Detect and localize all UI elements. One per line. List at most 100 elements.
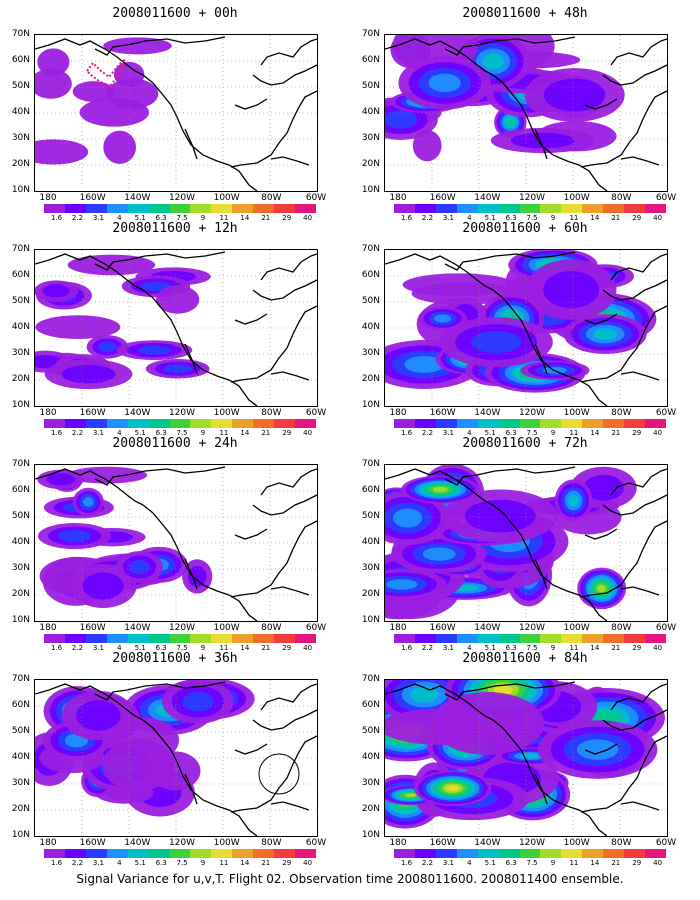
coastline xyxy=(260,468,317,496)
coastline xyxy=(610,468,667,496)
y-tick-label: 40N xyxy=(11,322,30,332)
coastline xyxy=(252,64,317,86)
panel-title: 2008011600 + 72h xyxy=(462,436,588,451)
coastline xyxy=(385,683,494,721)
panel-title: 2008011600 + 36h xyxy=(112,651,238,666)
colorbar-label: 14 xyxy=(240,859,250,867)
colorbar-label: 1.6 xyxy=(400,859,413,867)
colorbar-swatch xyxy=(561,849,583,858)
x-tick-label: 140W xyxy=(124,193,151,203)
colorbar-label: 29 xyxy=(282,859,292,867)
x-tick-label: 180 xyxy=(39,623,57,633)
colorbar-swatch xyxy=(624,849,646,858)
colorbar-swatch xyxy=(540,204,562,213)
colorbar-label: 1.6 xyxy=(400,214,413,222)
variance-blob xyxy=(433,486,448,493)
coastline xyxy=(94,681,226,701)
colorbar xyxy=(394,634,666,643)
variance-blob xyxy=(75,700,121,731)
colorbar-swatch xyxy=(232,634,254,643)
colorbar-swatch xyxy=(295,419,316,428)
coastline xyxy=(252,279,317,301)
colorbar-swatch xyxy=(456,849,478,858)
coastline xyxy=(602,494,667,516)
y-tick-label: 50N xyxy=(361,296,380,306)
colorbar-swatch xyxy=(519,419,541,428)
colorbar-swatch xyxy=(435,204,457,213)
x-tick-label: 100W xyxy=(213,408,240,418)
coastline xyxy=(602,709,667,731)
panel-title: 2008011600 + 60h xyxy=(462,221,588,236)
variance-blob xyxy=(72,81,115,102)
x-tick-label: 120W xyxy=(518,838,546,848)
coastline xyxy=(492,719,608,836)
colorbar-swatch xyxy=(274,634,296,643)
y-tick-label: 30N xyxy=(361,348,380,358)
colorbar-label: 21 xyxy=(611,859,621,867)
colorbar-swatch xyxy=(148,634,170,643)
coastline xyxy=(234,313,268,325)
colorbar-swatch xyxy=(498,849,520,858)
colorbar-swatch xyxy=(295,634,316,643)
y-tick-label: 50N xyxy=(11,81,30,91)
variance-blob xyxy=(156,285,200,314)
colorbar-label: 4 xyxy=(467,429,472,437)
colorbar-swatch xyxy=(394,634,415,643)
x-tick-label: 180 xyxy=(39,838,57,848)
coastline xyxy=(385,468,494,506)
colorbar-label: 14 xyxy=(590,644,600,652)
coastline xyxy=(94,36,226,56)
y-tick-label: 50N xyxy=(361,81,380,91)
coastline xyxy=(444,681,576,701)
colorbar-swatch xyxy=(148,419,170,428)
colorbar-label: 21 xyxy=(611,644,621,652)
colorbar-label: 21 xyxy=(611,214,621,222)
coastline xyxy=(620,586,660,596)
variance-blob xyxy=(576,739,619,760)
colorbar-label: 9 xyxy=(550,859,556,867)
colorbar-swatch xyxy=(456,634,478,643)
map-area xyxy=(384,464,668,622)
colorbar-label: 7.5 xyxy=(526,644,538,652)
colorbar-label: 40 xyxy=(653,214,663,222)
colorbar-label: 11 xyxy=(219,644,229,652)
x-tick-label: 120W xyxy=(518,623,546,633)
y-tick-label: 50N xyxy=(361,511,380,521)
colorbar-label: 1.6 xyxy=(50,429,63,437)
colorbar-label: 21 xyxy=(261,214,271,222)
coastline xyxy=(234,528,268,540)
colorbar-swatch xyxy=(253,204,275,213)
coastline xyxy=(270,801,310,811)
colorbar-label: 5.1 xyxy=(134,644,146,652)
variance-blob xyxy=(543,78,606,112)
x-tick-label: 140W xyxy=(124,623,151,633)
colorbar-label: 6.3 xyxy=(155,214,167,222)
colorbar-label: 6.3 xyxy=(505,429,517,437)
colorbar-label: 6.3 xyxy=(155,429,167,437)
colorbar-label: 11 xyxy=(569,214,579,222)
colorbar-label: 21 xyxy=(611,429,621,437)
y-tick-label: 10N xyxy=(11,400,30,410)
variance-blob xyxy=(385,110,418,129)
map-area xyxy=(34,34,318,192)
colorbar-label: 21 xyxy=(261,644,271,652)
coastline xyxy=(142,289,258,406)
colorbar-label: 40 xyxy=(653,859,663,867)
variance-blob xyxy=(181,691,214,712)
colorbar-swatch xyxy=(148,204,170,213)
panel-title: 2008011600 + 84h xyxy=(462,651,588,666)
colorbar-swatch xyxy=(498,419,520,428)
coastline xyxy=(602,279,667,301)
coastline xyxy=(35,468,144,506)
colorbar-label: 9 xyxy=(200,429,206,437)
x-tick-label: 80W xyxy=(611,408,632,418)
variance-blob xyxy=(66,466,148,484)
coastline xyxy=(444,466,576,486)
variance-blob xyxy=(593,328,618,340)
colorbar-label: 1.6 xyxy=(400,644,413,652)
variance-blob xyxy=(98,341,117,353)
coastline xyxy=(534,128,548,160)
y-tick-label: 20N xyxy=(361,589,380,599)
x-tick-label: 120W xyxy=(168,623,196,633)
y-tick-label: 20N xyxy=(11,159,30,169)
